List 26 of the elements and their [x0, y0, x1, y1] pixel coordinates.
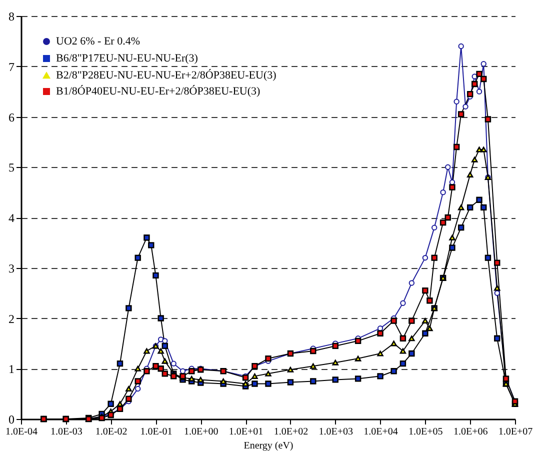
- legend-label: UO2 6% - Er 0.4%: [56, 36, 140, 48]
- x-tick-label: 1.0E+05: [408, 426, 443, 438]
- y-tick-label: 6: [8, 110, 14, 124]
- legend-label: B2/8"P28EU-NU-EU-NU-Er+2/8ÓP38EU-EU(3): [56, 68, 277, 82]
- y-tick-label: 8: [8, 10, 14, 24]
- x-tick-label: 1.0E+00: [184, 426, 218, 438]
- x-tick-label: 1.0E+02: [274, 426, 308, 438]
- legend-label: B1/8ÓP40EU-NU-EU-Er+2/8ÓP38EU-EU(3): [56, 84, 261, 98]
- legend-label: B6/8"P17EU-NU-EU-NU-Er(3): [56, 52, 198, 64]
- y-tick-label: 7: [8, 60, 14, 74]
- y-tick-label: 3: [8, 261, 14, 276]
- x-tick-label: 1.0E+03: [318, 426, 353, 438]
- x-tick-label: 1.0E+07: [498, 426, 533, 438]
- y-tick-label: 2: [8, 312, 14, 326]
- x-tick-label: 1.0E-01: [140, 426, 172, 438]
- y-tick-label: 4: [8, 211, 14, 225]
- x-tick-label: 1.0E+04: [364, 426, 398, 438]
- y-tick-label: 1: [8, 362, 14, 376]
- x-tick-label: 1.0E+01: [228, 426, 264, 438]
- x-tick-label: 1.0E-02: [95, 426, 128, 438]
- x-tick-label: 1.0E+06: [453, 426, 488, 438]
- y-tick-label: 5: [8, 160, 14, 175]
- x-axis-title: Energy (eV): [244, 440, 294, 452]
- y-tick-label: 0: [8, 412, 14, 426]
- x-tick-label: 1.0E-04: [6, 426, 38, 438]
- x-tick-label: 1.0E-03: [50, 426, 82, 438]
